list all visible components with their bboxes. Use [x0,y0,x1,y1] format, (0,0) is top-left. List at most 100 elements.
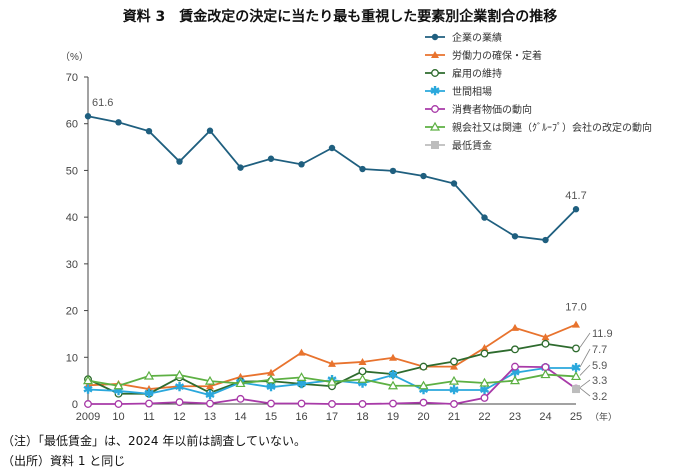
data-point [450,400,458,408]
data-point [206,382,214,390]
data-point [509,375,521,385]
label-leader [579,332,591,348]
data-point [143,370,155,380]
x-tick-label: 22 [478,411,490,423]
data-label: 7.7 [592,344,607,356]
data-point [572,344,580,353]
legend-marker [431,141,439,149]
data-point: ✱ [113,384,123,398]
data-point [113,380,124,390]
y-tick-label: 40 [66,212,78,224]
legend-label: 親会社又は関連（ｸﾞﾙｰﾌﾟ）会社の改定の動向 [452,121,652,134]
x-tick-label: 13 [204,411,216,423]
data-point [236,372,245,380]
data-point: ✱ [296,377,306,391]
data-point [479,377,490,387]
data-point [480,393,489,402]
legend-label: 消費者物価の動向 [452,103,532,116]
data-point [236,394,245,403]
legend-marker [431,69,439,77]
x-tick-label: 19 [387,411,399,423]
data-point [297,399,306,408]
data-point [175,398,184,407]
y-axis-unit: （%） [60,51,89,63]
data-point [84,400,92,408]
data-point [541,339,550,348]
legend-marker [431,33,439,41]
data-point: ✱ [388,368,398,382]
data-point [541,333,550,341]
data-point [114,400,123,408]
data-point [419,398,428,407]
legend-label: 労働力の確保・定着 [452,49,542,62]
data-point: ✱ [205,388,215,402]
x-tick-label: 2009 [76,411,100,423]
data-point: ✱ [479,383,489,397]
label-leader [579,387,591,397]
data-point [572,320,580,328]
y-tick-label: 20 [66,306,78,318]
data-point: ✱ [357,376,367,390]
legend-marker [429,121,441,131]
data-point [328,144,336,152]
data-point [420,172,427,180]
data-point [481,214,488,221]
x-tick-label: 14 [234,411,246,423]
x-tick-label: 18 [356,411,368,423]
data-label: 41.7 [565,190,586,202]
data-point [511,233,519,240]
data-point [389,167,397,175]
data-point [265,374,277,384]
legend-label: 最低賃金 [452,139,492,152]
data-label: 5.9 [592,360,607,372]
data-point [176,158,183,165]
data-point [389,353,397,361]
data-point [358,357,367,365]
data-point [389,399,397,408]
data-point [450,180,458,187]
data-point [204,375,216,385]
x-tick-label: 11 [143,411,154,423]
data-point: ✱ [510,366,520,380]
data-point [480,349,489,358]
data-point [572,385,580,394]
data-point [237,164,244,171]
x-tick-label: 23 [509,411,521,423]
data-point [84,113,92,120]
data-point [145,385,153,393]
data-point: ✱ [571,361,581,375]
data-point [450,357,458,366]
data-point [450,362,458,370]
data-point [206,127,214,134]
data-point [235,378,246,388]
data-point [358,400,367,408]
y-tick-label: 10 [66,352,78,364]
data-point: ✱ [83,383,93,397]
data-point [511,362,519,371]
data-label: 61.6 [92,97,113,109]
data-point [145,127,153,135]
data-point [115,119,122,126]
data-point [572,206,580,213]
chart-title: 資料 3 賃金改定の決定に当たり最も重視した要素別企業割合の推移 [122,9,558,25]
label-leader [579,379,591,388]
note-text: （注）「最低賃金」は、2024 年以前は調査していない。 [2,434,306,448]
data-label: 3.2 [592,391,607,403]
legend-marker [431,51,439,58]
x-tick-label: 21 [448,411,460,423]
x-tick-label: 15 [265,411,277,423]
data-point [296,372,307,381]
line-chart: 0 10 20 30 40 50 60 70 （%） 2009 10 11 12 13 14 15 16 17 18… [60,31,652,423]
data-point [145,399,153,408]
data-point [267,155,275,162]
data-label: 11.9 [592,328,613,340]
legend-label: 雇用の維持 [452,67,502,80]
y-tick-label: 0 [72,399,78,411]
label-leader [579,348,591,368]
data-label: 17.0 [565,302,586,314]
data-point [326,376,338,386]
data-point [387,380,399,390]
data-point: ✱ [418,383,428,397]
data-point: ✱ [266,380,276,394]
x-tick-label: 17 [326,411,338,423]
